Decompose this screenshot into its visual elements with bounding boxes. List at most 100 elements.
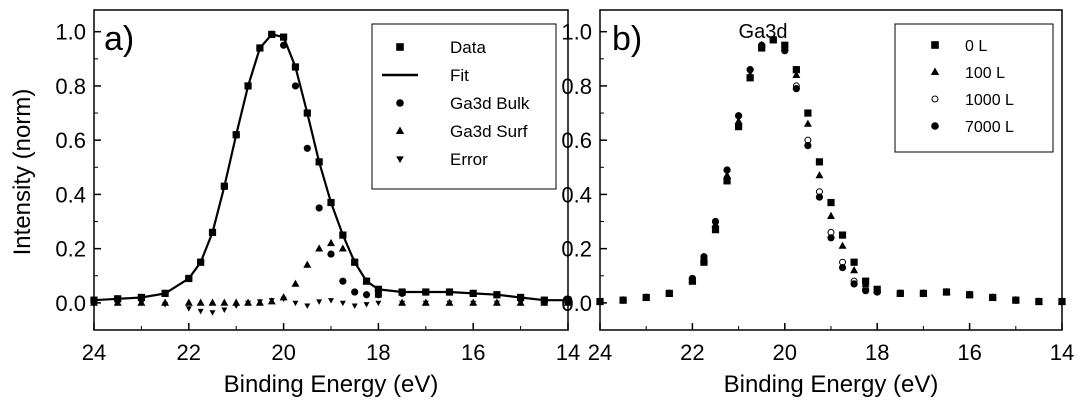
panel-b-series-7000-l-point — [769, 36, 777, 44]
panel-a-legend-entry-ga3d-bulk: Ga3d Bulk — [396, 94, 530, 113]
panel-b-y-tick-label: 0.0 — [561, 291, 592, 316]
panel-a-series-ga3d-surf-point — [338, 244, 347, 252]
panel-b-series-7000-l-point — [688, 274, 697, 283]
panel-b-series-100-l-point — [838, 241, 847, 249]
panel-a-series-error-point — [316, 299, 323, 305]
panel-b-x-tick-label: 24 — [588, 340, 612, 365]
panel-b-x-tick-label: 16 — [957, 340, 981, 365]
panel-b-ticks: 24 22 20 18 16 14 0.0 0.2 0.4 0.6 0.8 1.0 — [561, 20, 1074, 365]
panel-a-legend-box — [371, 23, 557, 190]
panel-b-legend-entry-100-l-swatch — [930, 67, 940, 76]
panel-b-series-7000-l-point — [1012, 296, 1020, 304]
panel-a-ticks: 24 22 20 18 16 14 0.0 0.2 0.4 0.6 0.8 1.0 — [55, 20, 580, 365]
panel-a-series-error-point — [221, 307, 228, 313]
panel-a-y-tick-label: 0.8 — [55, 74, 86, 99]
panel-b-x-tick-label: 14 — [1050, 340, 1074, 365]
panel-a-series-ga3d-surf-point — [303, 260, 312, 268]
panel-a-series-ga3d-bulk-point — [315, 204, 323, 212]
panel-a-series-error-point — [541, 300, 548, 307]
panel-b-series-7000-l-point — [746, 66, 754, 74]
panel-b-legend-entry-0-l-label: 0 L — [965, 38, 987, 55]
panel-a-series-ga3d-bulk-point — [339, 277, 347, 285]
panel-a-series-error-point — [233, 303, 240, 309]
panel-b-series-7000-l-point — [700, 253, 708, 261]
panel-a-series-ga3d-bulk-point — [327, 250, 335, 258]
panel-b-legend-entry-1000-l-label: 1000 L — [965, 92, 1014, 109]
panel-a-series-ga3d-surf-point — [374, 290, 383, 298]
panel-b-letter: b) — [612, 20, 642, 58]
panel-b-series-0-l-point — [711, 226, 720, 234]
panel-b-legend-entry-1000-l-swatch — [931, 95, 939, 103]
panel-a-series-ga3d-bulk-point — [493, 291, 501, 299]
panel-b-series-100-l-point — [850, 266, 859, 274]
panel-a-x-axis-title: Binding Energy (eV) — [224, 371, 439, 398]
panel-a-series-fit-line — [93, 33, 568, 302]
panel-a-series-error-point — [114, 300, 121, 307]
panel-a-legend-entry-ga3d-surf-label: Ga3d Surf — [450, 122, 528, 141]
panel-b-series-7000-l-point — [989, 293, 997, 302]
panel-b-series-7000-l-point — [815, 193, 824, 201]
panel-b-legend-entry-100-l-label: 100 L — [965, 65, 1005, 82]
panel-a-series-ga3d-bulk-point — [208, 228, 217, 236]
panel-b-series-7000-l-point — [781, 47, 789, 55]
panel-b-legend-entry-1000-l: 1000 L — [931, 92, 1014, 109]
panel-b-series-7000-l-point — [966, 291, 974, 299]
panel-a-series-ga3d-bulk-point — [362, 291, 371, 299]
panel-a-series-error-point — [162, 302, 169, 308]
panel-a-legend-entry-ga3d-bulk-label: Ga3d Bulk — [450, 94, 530, 113]
panel-a-series-error-point — [565, 300, 571, 307]
panel-b-series-0-l-point — [804, 109, 812, 117]
panel-a-series-error-point — [245, 300, 252, 307]
panel-a-y-tick-label: 0.4 — [55, 182, 86, 207]
panel-b-series-7000-l-point — [792, 85, 800, 93]
panel-a-legend-entry-error: Error — [396, 150, 488, 169]
panel-a-series-error-point — [339, 300, 346, 307]
panel-a-series-ga3d-bulk-point — [185, 274, 193, 283]
panel-a-series-error-point — [422, 300, 429, 307]
panel-a-series-error-point — [91, 300, 97, 307]
panel-b-legend-entry-7000-l-swatch — [931, 122, 939, 130]
panel-b-series-7000-l-point — [1035, 297, 1043, 306]
panel-a-series-ga3d-surf-point — [184, 298, 193, 306]
panel-a-series-error-point — [470, 300, 477, 307]
panel-a-legend-entry-ga3d-surf: Ga3d Surf — [395, 122, 528, 141]
panel-a-series-fit — [93, 33, 568, 302]
panel-a-series-error-point — [446, 300, 453, 307]
panel-b-series-7000-l-point — [838, 264, 847, 272]
panel-b-series-7000-l — [596, 36, 1066, 306]
panel-a-series-ga3d-bulk-point — [197, 258, 205, 266]
panel-a-series-ga3d-surf-point — [196, 298, 205, 306]
panel-a-series-ga3d-surf-point — [220, 298, 229, 306]
panel-a-y-tick-label: 1.0 — [55, 20, 86, 45]
panel-b-series-0-l-point — [850, 258, 858, 266]
panel-a-series-error-point — [197, 308, 204, 315]
panel-a-series-error-point — [292, 300, 299, 307]
panel-a-legend: Data Fit Ga3d Bulk Ga3d Surf Error — [371, 23, 557, 190]
panel-a-series-error-point — [517, 300, 524, 307]
panel-b-x-axis-title: Binding Energy (eV) — [724, 371, 939, 398]
panel-a-series-error — [91, 296, 571, 316]
panel-a-series-error-point — [185, 306, 192, 312]
panel-a-series-error-point — [304, 303, 311, 309]
panel-a-series-error-point — [493, 300, 500, 307]
panel-b-y-tick-label: 1.0 — [561, 20, 592, 45]
panel-b-series-7000-l-point — [735, 112, 743, 120]
panel-a-x-tick-label: 20 — [271, 340, 295, 365]
panel-b-series-7000-l-point — [862, 287, 870, 295]
panel-a-legend-entry-data-label: Data — [450, 38, 486, 57]
panel-b-y-tick-label: 0.4 — [561, 182, 592, 207]
y-axis-title: Intensity (norm) — [9, 89, 36, 256]
panel-a-legend-entry-ga3d-bulk-swatch — [396, 99, 404, 107]
panel-a-legend-entry-fit-label: Fit — [450, 66, 469, 85]
panel-b-marks — [596, 35, 1066, 306]
panel-a-series-ga3d-surf-point — [315, 244, 324, 252]
panel-b-series-7000-l-point — [896, 289, 904, 297]
panel-b-y-tick-label: 0.8 — [561, 74, 592, 99]
panel-a-legend-entry-error-label: Error — [450, 150, 488, 169]
panel-b-series-7000-l-point — [804, 141, 812, 150]
panel-b-series-100-l-point — [815, 171, 824, 179]
panel-a-series-ga3d-bulk-point — [220, 182, 228, 190]
panel-b-series-7000-l-point — [665, 289, 673, 297]
panel-a-series-error-point — [268, 298, 275, 304]
panel-b-series-7000-l-point — [1058, 297, 1066, 306]
